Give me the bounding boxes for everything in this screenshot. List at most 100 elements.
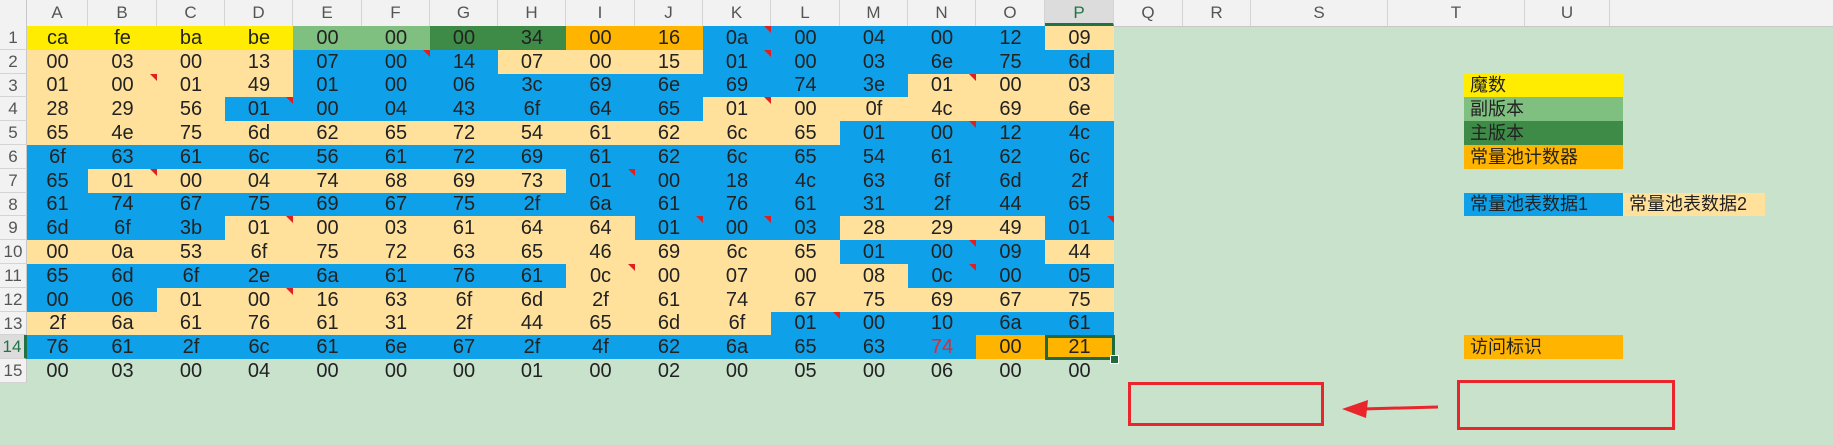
cell-p7[interactable]: 2f bbox=[1045, 169, 1114, 193]
cell-i5[interactable]: 61 bbox=[566, 121, 635, 145]
cell-m9[interactable]: 28 bbox=[840, 216, 908, 240]
cell-a12[interactable]: 00 bbox=[27, 288, 88, 312]
cell-b13[interactable]: 6a bbox=[88, 312, 157, 335]
cell-p6[interactable]: 6c bbox=[1045, 145, 1114, 169]
cell-c12[interactable]: 01 bbox=[157, 288, 225, 312]
cell-h14[interactable]: 2f bbox=[498, 335, 566, 359]
cell-h2[interactable]: 07 bbox=[498, 50, 566, 74]
row-header-12[interactable]: 12 bbox=[0, 288, 27, 312]
cell-m6[interactable]: 54 bbox=[840, 145, 908, 169]
cell-g4[interactable]: 43 bbox=[430, 97, 498, 121]
cell-m15[interactable]: 00 bbox=[840, 359, 908, 383]
cell-l8[interactable]: 61 bbox=[771, 193, 840, 216]
cell-b11[interactable]: 6d bbox=[88, 264, 157, 288]
cell-n10[interactable]: 00 bbox=[908, 240, 976, 264]
cell-n1[interactable]: 00 bbox=[908, 26, 976, 50]
cell-c7[interactable]: 00 bbox=[157, 169, 225, 193]
cell-p12[interactable]: 75 bbox=[1045, 288, 1114, 312]
column-header-k[interactable]: K bbox=[703, 0, 771, 26]
cell-n9[interactable]: 29 bbox=[908, 216, 976, 240]
cell-g3[interactable]: 06 bbox=[430, 74, 498, 97]
column-header-g[interactable]: G bbox=[430, 0, 498, 26]
cell-g6[interactable]: 72 bbox=[430, 145, 498, 169]
row-header-1[interactable]: 1 bbox=[0, 26, 27, 50]
cell-g8[interactable]: 75 bbox=[430, 193, 498, 216]
column-header-p[interactable]: P bbox=[1045, 0, 1114, 26]
cell-b3[interactable]: 00 bbox=[88, 74, 157, 97]
cell-n11[interactable]: 0c bbox=[908, 264, 976, 288]
cell-e5[interactable]: 62 bbox=[293, 121, 362, 145]
cell-h5[interactable]: 54 bbox=[498, 121, 566, 145]
row-header-8[interactable]: 8 bbox=[0, 193, 27, 216]
cell-h15[interactable]: 01 bbox=[498, 359, 566, 383]
column-header-u[interactable]: U bbox=[1525, 0, 1610, 26]
cell-b1[interactable]: fe bbox=[88, 26, 157, 50]
column-header-h[interactable]: H bbox=[498, 0, 566, 26]
cell-b9[interactable]: 6f bbox=[88, 216, 157, 240]
cell-i4[interactable]: 64 bbox=[566, 97, 635, 121]
row-header-10[interactable]: 10 bbox=[0, 240, 27, 264]
cell-j13[interactable]: 6d bbox=[635, 312, 703, 335]
cell-c4[interactable]: 56 bbox=[157, 97, 225, 121]
cell-e11[interactable]: 6a bbox=[293, 264, 362, 288]
cell-l4[interactable]: 00 bbox=[771, 97, 840, 121]
cell-o12[interactable]: 67 bbox=[976, 288, 1045, 312]
cell-k12[interactable]: 74 bbox=[703, 288, 771, 312]
cell-h10[interactable]: 65 bbox=[498, 240, 566, 264]
cell-h3[interactable]: 3c bbox=[498, 74, 566, 97]
cell-e8[interactable]: 69 bbox=[293, 193, 362, 216]
cell-b2[interactable]: 03 bbox=[88, 50, 157, 74]
cell-n3[interactable]: 01 bbox=[908, 74, 976, 97]
cell-c15[interactable]: 00 bbox=[157, 359, 225, 383]
cell-l10[interactable]: 65 bbox=[771, 240, 840, 264]
cell-e14[interactable]: 61 bbox=[293, 335, 362, 359]
cell-l1[interactable]: 00 bbox=[771, 26, 840, 50]
cell-h4[interactable]: 6f bbox=[498, 97, 566, 121]
cell-b12[interactable]: 06 bbox=[88, 288, 157, 312]
cell-h12[interactable]: 6d bbox=[498, 288, 566, 312]
cell-d15[interactable]: 04 bbox=[225, 359, 293, 383]
cell-a3[interactable]: 01 bbox=[27, 74, 88, 97]
cell-m10[interactable]: 01 bbox=[840, 240, 908, 264]
cell-p10[interactable]: 44 bbox=[1045, 240, 1114, 264]
cell-l7[interactable]: 4c bbox=[771, 169, 840, 193]
cell-c10[interactable]: 53 bbox=[157, 240, 225, 264]
cell-f15[interactable]: 00 bbox=[362, 359, 430, 383]
cell-d14[interactable]: 6c bbox=[225, 335, 293, 359]
cell-i13[interactable]: 65 bbox=[566, 312, 635, 335]
cell-d5[interactable]: 6d bbox=[225, 121, 293, 145]
cell-g10[interactable]: 63 bbox=[430, 240, 498, 264]
cell-g2[interactable]: 14 bbox=[430, 50, 498, 74]
cell-m11[interactable]: 08 bbox=[840, 264, 908, 288]
cell-e12[interactable]: 16 bbox=[293, 288, 362, 312]
cell-d6[interactable]: 6c bbox=[225, 145, 293, 169]
cell-k2[interactable]: 01 bbox=[703, 50, 771, 74]
column-header-f[interactable]: F bbox=[362, 0, 430, 26]
cell-g11[interactable]: 76 bbox=[430, 264, 498, 288]
cell-f8[interactable]: 67 bbox=[362, 193, 430, 216]
cell-o13[interactable]: 6a bbox=[976, 312, 1045, 335]
cell-e3[interactable]: 01 bbox=[293, 74, 362, 97]
cell-o10[interactable]: 09 bbox=[976, 240, 1045, 264]
cell-c13[interactable]: 61 bbox=[157, 312, 225, 335]
cell-n4[interactable]: 4c bbox=[908, 97, 976, 121]
cell-o4[interactable]: 69 bbox=[976, 97, 1045, 121]
cell-d7[interactable]: 04 bbox=[225, 169, 293, 193]
cell-b7[interactable]: 01 bbox=[88, 169, 157, 193]
cell-d10[interactable]: 6f bbox=[225, 240, 293, 264]
cell-j15[interactable]: 02 bbox=[635, 359, 703, 383]
cell-c2[interactable]: 00 bbox=[157, 50, 225, 74]
cell-g7[interactable]: 69 bbox=[430, 169, 498, 193]
column-header-s[interactable]: S bbox=[1251, 0, 1388, 26]
cell-p13[interactable]: 61 bbox=[1045, 312, 1114, 335]
cell-f7[interactable]: 68 bbox=[362, 169, 430, 193]
cell-e15[interactable]: 00 bbox=[293, 359, 362, 383]
column-header-d[interactable]: D bbox=[225, 0, 293, 26]
cell-c1[interactable]: ba bbox=[157, 26, 225, 50]
column-header-a[interactable]: A bbox=[27, 0, 88, 26]
cell-n6[interactable]: 61 bbox=[908, 145, 976, 169]
cell-m1[interactable]: 04 bbox=[840, 26, 908, 50]
cell-m2[interactable]: 03 bbox=[840, 50, 908, 74]
cell-o15[interactable]: 00 bbox=[976, 359, 1045, 383]
